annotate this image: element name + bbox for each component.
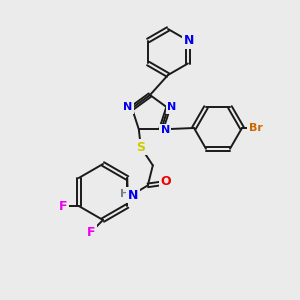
Text: N: N — [123, 102, 133, 112]
Text: O: O — [160, 175, 171, 188]
Text: Br: Br — [249, 123, 263, 133]
Text: H: H — [120, 189, 130, 200]
Text: N: N — [184, 34, 194, 47]
Text: F: F — [87, 226, 95, 238]
Text: N: N — [167, 102, 177, 112]
Text: F: F — [58, 200, 67, 212]
Text: S: S — [136, 141, 145, 154]
Text: N: N — [128, 189, 138, 202]
Text: N: N — [160, 125, 170, 135]
